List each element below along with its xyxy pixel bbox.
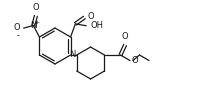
Text: O: O — [13, 23, 20, 32]
Text: O: O — [132, 56, 139, 65]
Text: N: N — [30, 21, 37, 30]
Text: O: O — [33, 3, 39, 12]
Text: N: N — [69, 49, 76, 59]
Text: OH: OH — [90, 21, 103, 30]
Text: +: + — [35, 20, 40, 25]
Text: O: O — [87, 12, 94, 21]
Text: -: - — [17, 31, 20, 40]
Text: O: O — [122, 32, 129, 41]
